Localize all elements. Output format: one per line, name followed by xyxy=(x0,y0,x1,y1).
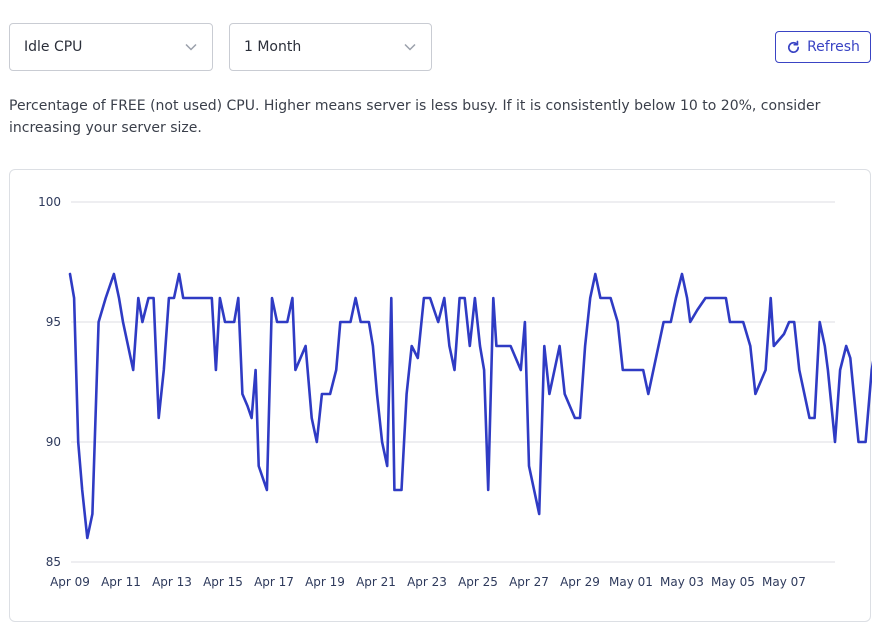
idle-cpu-chart: 100 95 90 85 Apr 09 Apr 11 Apr 13 Apr 15 Apr 17 A… xyxy=(9,169,872,622)
x-tick-label: May 05 xyxy=(711,575,755,589)
metric-select-value: Idle CPU xyxy=(24,39,83,55)
x-tick-label: Apr 17 xyxy=(254,575,294,589)
metric-select[interactable]: Idle CPU xyxy=(9,23,213,71)
y-tick-label: 85 xyxy=(46,555,61,569)
metric-description: Percentage of FREE (not used) CPU. Highe… xyxy=(9,98,821,136)
chevron-down-icon xyxy=(185,43,197,51)
x-tick-label: May 03 xyxy=(660,575,704,589)
x-tick-label: Apr 21 xyxy=(356,575,396,589)
refresh-icon xyxy=(788,40,800,53)
x-tick-label: Apr 11 xyxy=(101,575,141,589)
time-range-select-value: 1 Month xyxy=(244,39,302,55)
y-tick-label: 100 xyxy=(38,195,61,209)
x-tick-label: Apr 23 xyxy=(407,575,447,589)
idle-cpu-series-line xyxy=(68,272,872,540)
x-tick-label: May 07 xyxy=(762,575,806,589)
chevron-down-icon xyxy=(404,43,416,51)
x-tick-label: Apr 25 xyxy=(458,575,498,589)
y-tick-label: 90 xyxy=(46,435,61,449)
refresh-button[interactable]: Refresh xyxy=(775,31,871,63)
y-tick-label: 95 xyxy=(46,315,61,329)
x-tick-label: Apr 15 xyxy=(203,575,243,589)
chart-canvas: 100 95 90 85 Apr 09 Apr 11 Apr 13 Apr 15 Apr 17 A… xyxy=(38,195,872,589)
x-tick-label: Apr 27 xyxy=(509,575,549,589)
x-tick-label: Apr 19 xyxy=(305,575,345,589)
x-tick-label: May 01 xyxy=(609,575,653,589)
time-range-select[interactable]: 1 Month xyxy=(229,23,432,71)
x-tick-label: Apr 09 xyxy=(50,575,90,589)
x-tick-label: Apr 13 xyxy=(152,575,192,589)
refresh-button-label: Refresh xyxy=(807,39,860,55)
x-tick-label: Apr 29 xyxy=(560,575,600,589)
